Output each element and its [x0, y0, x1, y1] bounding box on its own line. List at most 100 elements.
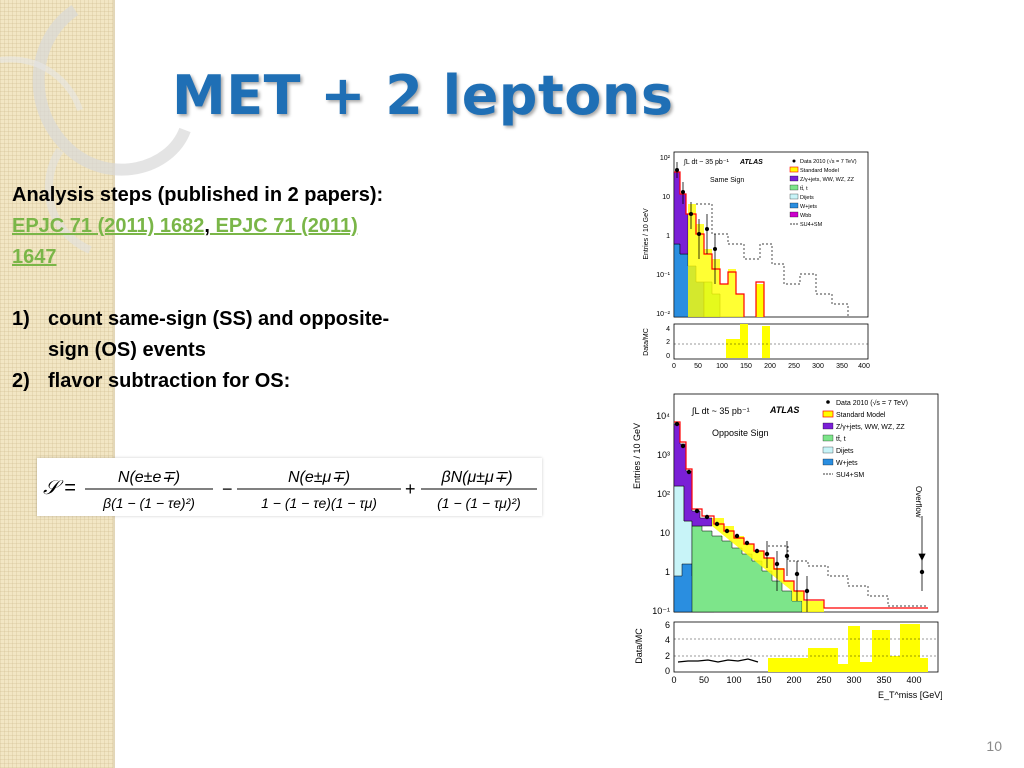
- os-data-point: [674, 421, 680, 427]
- os-xtick: 400: [906, 675, 921, 685]
- os-legend-sm: Standard Model: [836, 412, 886, 419]
- os-ytick: 10²: [657, 489, 670, 499]
- intro-text: Analysis steps (published in 2 papers):: [12, 184, 384, 206]
- os-data-point: [734, 533, 740, 539]
- os-data-point: [724, 528, 730, 534]
- os-data-point: [694, 508, 700, 514]
- os-sm-line: [674, 421, 928, 609]
- os-data-point: [714, 521, 720, 527]
- formula-term2-num: N(e±μ∓): [288, 469, 350, 486]
- ss-lumi: ∫L dt ~ 35 pb⁻¹: [683, 159, 730, 166]
- ss-ratio-tick: 4: [666, 326, 670, 333]
- formula-term3-den: (1 − (1 − τμ)²): [437, 495, 521, 511]
- ss-region: Same Sign: [710, 177, 744, 184]
- sidebar-edge: [113, 0, 115, 768]
- ss-xtick: 50: [694, 363, 702, 370]
- os-data-point: [704, 514, 710, 520]
- ss-ratio-tick: 2: [666, 339, 670, 346]
- ss-xtick: 400: [858, 363, 870, 370]
- ss-xtick: 0: [672, 363, 676, 370]
- os-xtick: 300: [846, 675, 861, 685]
- ss-legend-zjets: Z/γ+jets, WW, WZ, ZZ: [800, 177, 855, 183]
- os-error-bars: [766, 516, 926, 612]
- paper-link-1647-line2[interactable]: 1647: [12, 246, 57, 268]
- formula-op2: +: [405, 479, 416, 499]
- formula-term1-num: N(e±e∓): [118, 469, 180, 486]
- os-data-point: [680, 443, 686, 449]
- os-legend-su4: SU4+SM: [836, 472, 864, 479]
- os-ytick: 1: [665, 567, 670, 577]
- os-legend: Data 2010 (√s = 7 TeV) Standard Model Z/…: [822, 399, 908, 479]
- os-su4-line: [768, 545, 928, 607]
- ss-ratio-label: Data/MC: [643, 328, 650, 356]
- os-legend-wjets: W+jets: [836, 460, 858, 467]
- os-lumi: ∫L dt ~ 35 pb⁻¹: [691, 406, 750, 416]
- os-data-points: [674, 421, 925, 594]
- ss-legend-wjets: W+jets: [800, 204, 817, 210]
- ss-ytick: 10: [662, 194, 670, 201]
- link-separator: ,: [204, 215, 210, 237]
- swirl-decoration: [0, 5, 191, 254]
- ss-xtick: 300: [812, 363, 824, 370]
- formula-term3-num: βN(μ±μ∓): [440, 469, 512, 486]
- ss-sm-band: [688, 204, 744, 317]
- os-atlas: ATLAS: [769, 405, 799, 415]
- os-ytick: 10⁴: [656, 411, 670, 421]
- os-data-point: [754, 548, 760, 554]
- os-xtick: 50: [699, 675, 709, 685]
- ss-ratio-band: [726, 324, 770, 358]
- ss-su4-line: [696, 203, 849, 317]
- os-ratio-tick: 0: [665, 666, 670, 676]
- ss-legend-su4: SU4+SM: [800, 222, 823, 228]
- opposite-sign-plot: 10⁴ 10³ 10² 10 1 10⁻¹ Entries / 10 GeV ∫…: [628, 386, 943, 704]
- ss-xtick: 150: [740, 363, 752, 370]
- os-ytick: 10⁻¹: [652, 606, 670, 616]
- os-xlabel: E_T^miss [GeV]: [878, 690, 942, 700]
- step-2-marker: 2): [12, 370, 30, 392]
- os-xtick: 100: [726, 675, 741, 685]
- ss-ytick: 1: [666, 233, 670, 240]
- ss-ratio-tick: 0: [666, 353, 670, 360]
- formula-term1-den: β(1 − (1 − τe)²): [102, 495, 195, 511]
- opposite-sign-plot-svg: 10⁴ 10³ 10² 10 1 10⁻¹ Entries / 10 GeV ∫…: [632, 393, 943, 700]
- os-ratio-band: [768, 624, 928, 672]
- ss-sm-band-tail: [756, 284, 764, 317]
- page-number: 10: [986, 738, 1002, 754]
- ss-xtick: 350: [836, 363, 848, 370]
- ss-legend-data: Data 2010 (√s = 7 TeV): [800, 158, 857, 165]
- os-ratio-tick: 6: [665, 620, 670, 630]
- ss-error-bars: [676, 162, 716, 284]
- paper-link-1682[interactable]: EPJC 71 (2011) 1682: [12, 215, 205, 237]
- os-ratio-tick: 4: [665, 635, 670, 645]
- os-ratio-label: Data/MC: [634, 628, 644, 664]
- os-region: Opposite Sign: [712, 428, 769, 438]
- os-ytick: 10³: [657, 450, 670, 460]
- same-sign-plot-svg: 10² 10 1 10⁻¹ 10⁻² Entries / 10 GeV ∫L d…: [643, 151, 870, 370]
- ss-legend-wbb: Wbb: [800, 213, 811, 219]
- os-overflow-label: Overflow: [914, 486, 923, 518]
- paper-link-1647-cont: 1647: [12, 246, 57, 269]
- os-legend-data: Data 2010 (√s = 7 TeV): [836, 399, 908, 407]
- step-2-text: flavor subtraction for OS:: [48, 370, 291, 392]
- os-data-point: [686, 469, 692, 475]
- ss-legend: Data 2010 (√s = 7 TeV) Standard Model Z/…: [789, 158, 857, 228]
- os-ratio-tick: 2: [665, 651, 670, 661]
- ss-ytick: 10⁻²: [656, 311, 670, 318]
- os-legend-ttbar: tt̄, t: [836, 435, 846, 443]
- ss-xtick: 200: [764, 363, 776, 370]
- os-xtick: 350: [876, 675, 891, 685]
- formula-op1: −: [222, 479, 233, 499]
- ss-xtick: 250: [788, 363, 800, 370]
- ss-legend-dijets: Dijets: [800, 195, 814, 201]
- flavor-subtraction-formula: 𝒮 = N(e±e∓) β(1 − (1 − τe)²) − N(e±μ∓) 1…: [37, 458, 542, 516]
- ss-atlas: ATLAS: [739, 159, 763, 166]
- os-data-point: [744, 540, 750, 546]
- paper-link-1647[interactable]: EPJC 71 (2011): [209, 215, 358, 237]
- os-legend-dijets: Dijets: [836, 448, 854, 455]
- ss-ytick: 10²: [660, 155, 671, 162]
- ss-sm-line-tail: [755, 281, 765, 317]
- formula-lhs: 𝒮 =: [43, 477, 76, 499]
- os-ylabel: Entries / 10 GeV: [632, 423, 642, 489]
- step-1-text-cont: sign (OS) events: [48, 339, 206, 361]
- os-ytick: 10: [660, 528, 670, 538]
